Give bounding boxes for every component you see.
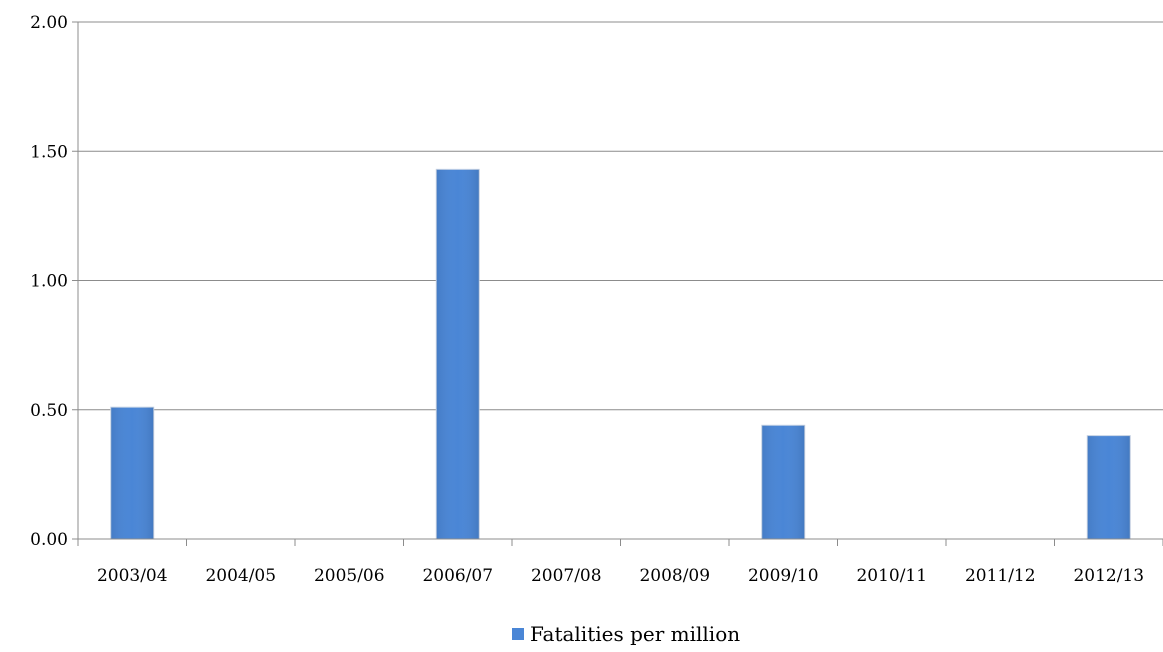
x-tick-label: 2011/12 [965, 566, 1036, 586]
x-tick-label: 2007/08 [531, 566, 602, 586]
legend: Fatalities per million [512, 622, 740, 646]
y-tick-label: 1.50 [30, 142, 68, 162]
bar-shading [110, 407, 154, 539]
legend-label: Fatalities per million [530, 622, 740, 646]
bar-shading [1087, 435, 1131, 539]
bars [110, 168, 1131, 540]
x-tick-label: 2006/07 [422, 566, 493, 586]
y-tick-label: 0.00 [30, 530, 68, 550]
y-tick-label: 0.50 [30, 401, 68, 421]
x-tick-label: 2005/06 [314, 566, 385, 586]
x-tick-label: 2004/05 [205, 566, 276, 586]
gridlines [78, 21, 1163, 411]
x-tick-label: 2009/10 [748, 566, 819, 586]
y-tick-label: 2.00 [30, 13, 68, 33]
x-tick-label: 2008/09 [639, 566, 710, 586]
legend-swatch [512, 628, 524, 640]
x-tick-label: 2010/11 [856, 566, 927, 586]
tick-labels: 0.00 0.50 1.00 1.50 2.00 2003/04 2004/05 2005/0… [30, 13, 1144, 586]
bar-shading [436, 169, 480, 539]
x-tick-label: 2012/13 [1073, 566, 1144, 586]
y-tick-label: 1.00 [30, 272, 68, 292]
axes [72, 21, 1163, 546]
x-tick-label: 2003/04 [97, 566, 168, 586]
bar-shading [761, 425, 805, 539]
